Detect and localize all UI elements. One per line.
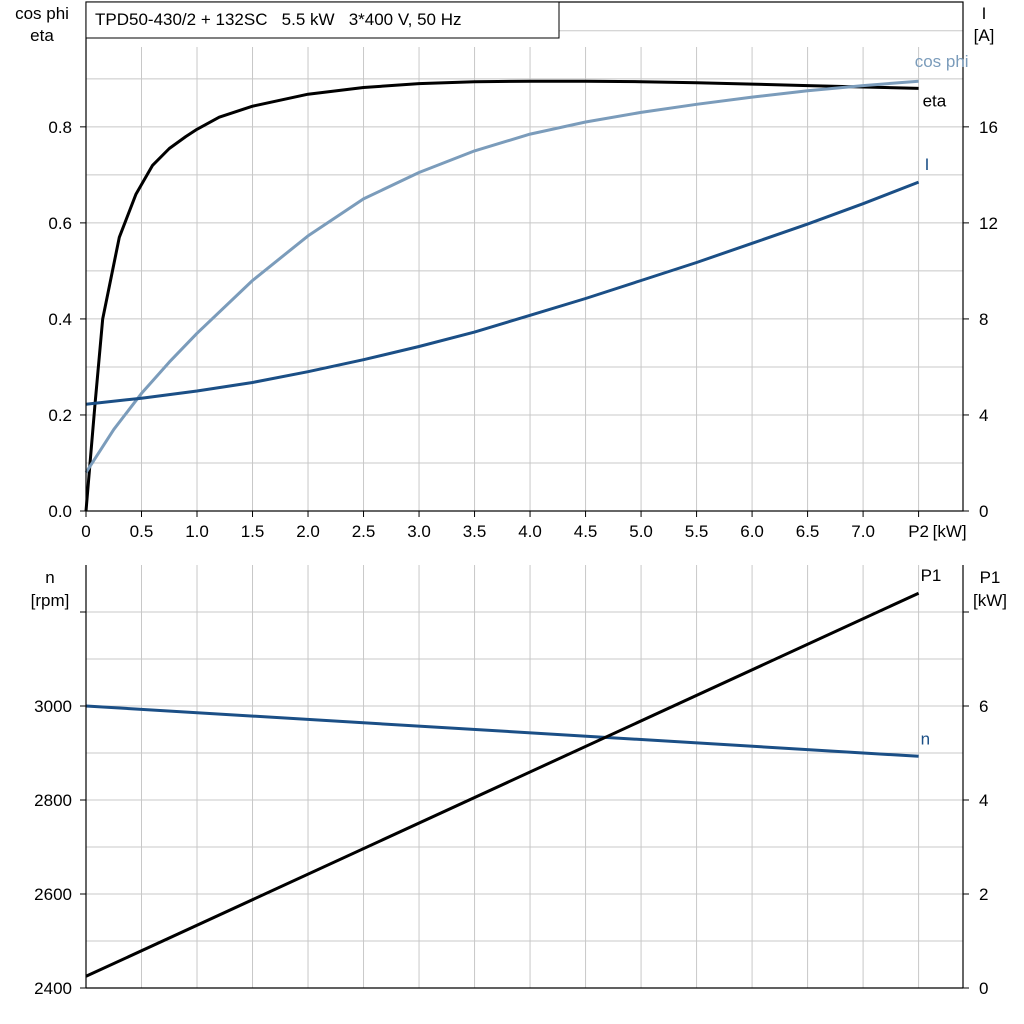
bottom-chart-series — [85, 591, 920, 978]
bottom-right-axis-title-line2: [kW] — [973, 591, 1007, 610]
top-chart-series — [84, 79, 920, 512]
bottom-left-axis-title-line2: [rpm] — [31, 591, 70, 610]
chart-labels: 0.0 0.2 0.4 0.6 0.8 0 4 8 12 16 0 0.5 1.0 1.5 2.0 2.5 3.… — [15, 1, 1007, 998]
top-left-tick-label: 0.8 — [48, 118, 72, 137]
top-right-axis-title-line1: I — [982, 4, 987, 23]
top-left-tick-label: 0.4 — [48, 310, 72, 329]
x-tick-label: 5.5 — [685, 522, 709, 541]
top-left-axis-title-line2: eta — [30, 26, 54, 45]
bottom-chart-grid — [86, 565, 963, 988]
bottom-left-tick-label: 2800 — [34, 791, 72, 810]
x-tick-label: 6.5 — [796, 522, 820, 541]
top-left-tick-label: 0.2 — [48, 406, 72, 425]
top-left-tick-label: 0.6 — [48, 214, 72, 233]
x-tick-label: 0 — [81, 522, 90, 541]
x-tick-label: 5.0 — [629, 522, 653, 541]
x-tick-label: 6.0 — [740, 522, 764, 541]
top-left-axis-title-line1: cos phi — [15, 4, 69, 23]
bottom-left-tick-label: 2400 — [34, 979, 72, 998]
series-line-n — [85, 704, 919, 758]
x-end-label: P2 — [908, 522, 929, 541]
x-tick-label: 2.0 — [296, 522, 320, 541]
series-label-n: n — [921, 729, 930, 748]
series-label-cos-phi: cos phi — [915, 52, 969, 71]
x-unit-label: [kW] — [933, 522, 967, 541]
x-tick-label: 1.0 — [185, 522, 209, 541]
chart-axes — [80, 1, 969, 989]
top-left-tick-label: 0.0 — [48, 502, 72, 521]
x-tick-label: 1.5 — [241, 522, 265, 541]
series-label-p1: P1 — [921, 566, 942, 585]
bottom-right-axis-title-line1: P1 — [980, 568, 1001, 587]
x-tick-label: 4.0 — [518, 522, 542, 541]
top-right-tick-label: 4 — [979, 406, 988, 425]
top-chart-grid — [86, 30, 963, 511]
x-tick-label: 4.5 — [574, 522, 598, 541]
series-line-cos-phi — [84, 79, 919, 474]
x-tick-label: 3.5 — [463, 522, 487, 541]
bottom-left-tick-label: 3000 — [34, 697, 72, 716]
top-right-tick-label: 12 — [979, 214, 998, 233]
x-tick-label: 2.5 — [352, 522, 376, 541]
bottom-right-tick-label: 2 — [979, 885, 988, 904]
x-tick-label: 3.0 — [407, 522, 431, 541]
series-line-i — [85, 180, 920, 406]
bottom-left-tick-label: 2600 — [34, 885, 72, 904]
bottom-right-tick-label: 6 — [979, 697, 988, 716]
top-right-tick-label: 0 — [979, 502, 988, 521]
series-line-eta — [84, 79, 919, 512]
series-label-eta: eta — [923, 91, 947, 110]
bottom-right-tick-label: 0 — [979, 979, 988, 998]
top-right-tick-label: 16 — [979, 118, 998, 137]
bottom-left-axis-title-line1: n — [45, 568, 54, 587]
bottom-right-tick-label: 4 — [979, 791, 988, 810]
series-line-p1 — [85, 591, 920, 978]
top-right-axis-title-line2: [A] — [974, 26, 995, 45]
chart-title: TPD50-430/2 + 132SC 5.5 kW 3*400 V, 50 H… — [95, 10, 462, 29]
title-box — [85, 1, 560, 39]
top-right-tick-label: 8 — [979, 310, 988, 329]
series-label-i: I — [925, 155, 930, 174]
x-tick-label: 7.0 — [851, 522, 875, 541]
x-tick-label: 0.5 — [130, 522, 154, 541]
